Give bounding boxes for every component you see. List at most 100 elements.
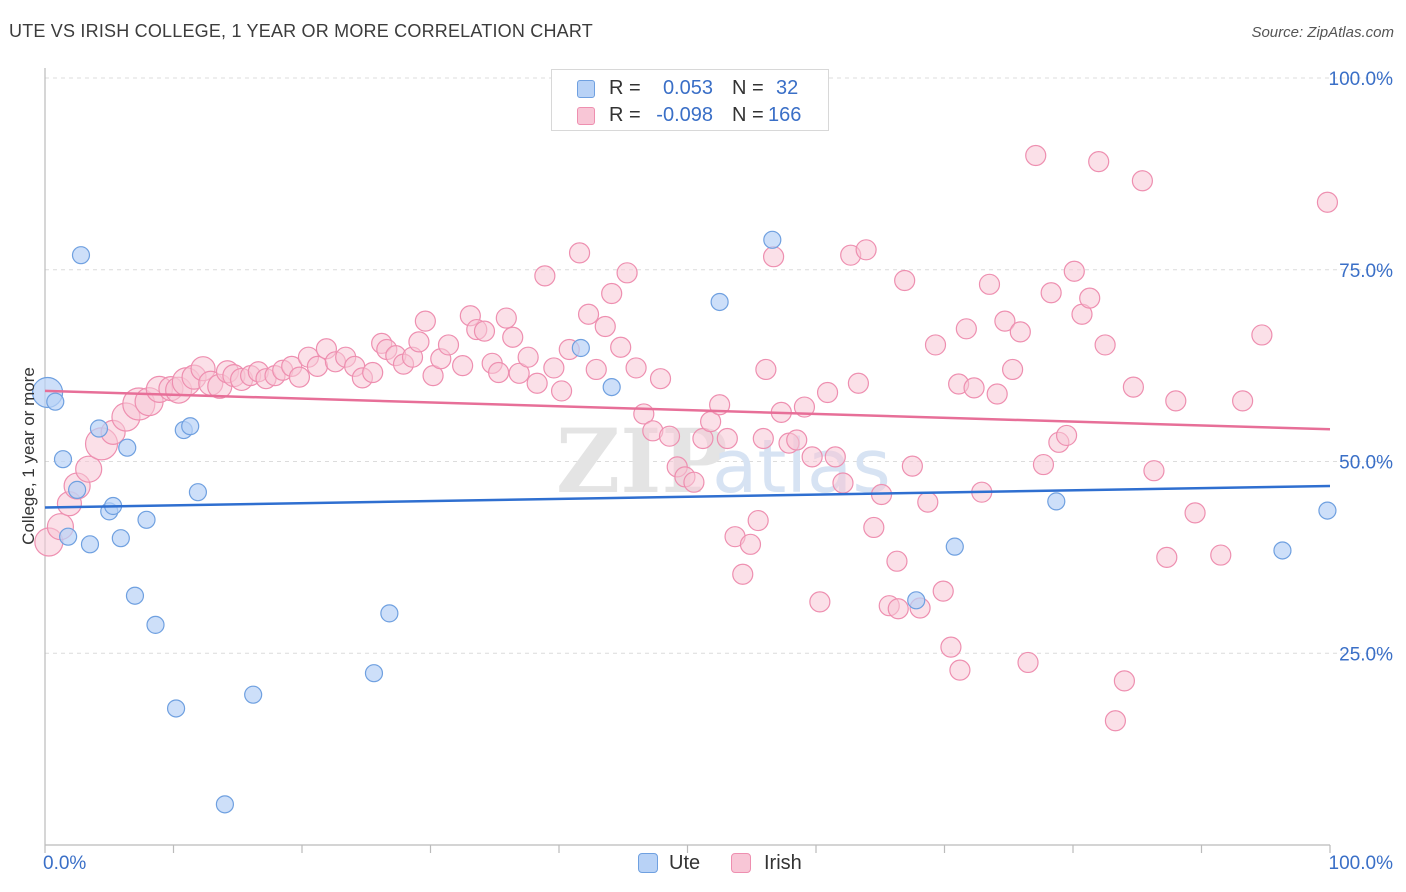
ute-point — [380, 604, 399, 623]
correlation-legend: R = 0.053 N = 32 R = -0.098 N = 166 — [551, 69, 829, 131]
irish-point — [1165, 390, 1187, 412]
irish-point — [488, 361, 510, 384]
ute-point — [46, 392, 65, 411]
irish-point — [732, 563, 754, 585]
irish-point — [1063, 260, 1085, 282]
irish-point — [949, 659, 971, 681]
irish-point — [847, 372, 870, 394]
legend-row-ute: R = 0.053 N = 32 — [552, 75, 828, 101]
irish-point — [1104, 710, 1127, 732]
irish-point — [1131, 170, 1153, 192]
chart-title: UTE VS IRISH COLLEGE, 1 YEAR OR MORE COR… — [9, 21, 593, 41]
irish-point — [1210, 544, 1232, 566]
ute-swatch — [577, 80, 595, 98]
irish-point — [963, 377, 985, 399]
ute-point — [71, 246, 91, 265]
irish-point — [408, 331, 430, 353]
irish-point — [824, 446, 846, 468]
irish-point — [1079, 287, 1101, 309]
ute-r-value: 0.053 — [662, 77, 713, 99]
irish-point — [1009, 321, 1031, 343]
irish-point — [755, 358, 777, 381]
axes — [44, 68, 1331, 853]
irish-point — [1040, 282, 1062, 304]
ute-legend-swatch — [638, 853, 658, 873]
ute-trend-line — [44, 484, 1331, 509]
irish-point — [601, 282, 623, 305]
irish-point — [1032, 453, 1055, 476]
irish-swatch — [577, 107, 595, 125]
irish-point — [1088, 151, 1110, 173]
ute-point — [571, 338, 590, 358]
legend-item-ute: Ute — [638, 851, 718, 877]
irish-point — [901, 455, 923, 477]
y-tick-label: 25.0% — [1339, 644, 1393, 665]
irish-point — [816, 381, 839, 404]
irish-n-label: N = — [732, 104, 764, 126]
y-axis-label: College, 1 year or more — [19, 367, 38, 545]
irish-point — [786, 429, 808, 451]
irish-point — [1025, 144, 1047, 167]
ute-point — [166, 699, 186, 718]
irish-point — [855, 239, 877, 261]
irish-point — [437, 334, 460, 356]
x-tick-label: 100.0% — [1329, 853, 1394, 874]
irish-point — [940, 636, 962, 658]
irish-point — [568, 242, 591, 264]
ute-n-value: 32 — [776, 77, 799, 99]
irish-point — [414, 310, 436, 332]
irish-point — [508, 362, 530, 384]
irish-point — [986, 383, 1008, 405]
irish-point — [616, 262, 638, 284]
irish-legend-swatch — [731, 853, 751, 873]
irish-point — [762, 246, 785, 268]
irish-point — [994, 310, 1016, 332]
irish-point — [917, 491, 939, 513]
irish-point — [863, 516, 885, 539]
ute-point — [907, 591, 926, 610]
irish-point — [716, 427, 738, 450]
irish-point — [550, 380, 573, 402]
irish-point — [526, 372, 548, 394]
irish-point — [1316, 191, 1339, 213]
irish-point — [1017, 651, 1039, 674]
ute-point — [146, 615, 165, 634]
irish-point — [752, 427, 774, 450]
irish-trend-line — [44, 389, 1331, 431]
irish-point — [288, 366, 311, 388]
legend-item-irish: Irish — [731, 851, 821, 877]
irish-point — [887, 598, 909, 620]
irish-point — [886, 550, 908, 572]
irish-point — [832, 472, 854, 494]
ute-point — [1318, 501, 1337, 520]
ute-point — [118, 438, 137, 457]
ute-point — [244, 685, 263, 704]
irish-point — [306, 355, 329, 377]
ute-point — [188, 483, 208, 502]
irish-point — [739, 533, 762, 555]
ute-point — [89, 419, 109, 438]
ute-point — [1047, 492, 1066, 511]
irish-points — [34, 144, 1339, 732]
irish-point — [932, 580, 954, 602]
irish-point — [978, 273, 1001, 295]
irish-point — [924, 334, 947, 356]
chart-source: Source: ZipAtlas.com — [1251, 24, 1394, 41]
irish-point — [894, 269, 916, 292]
irish-point — [543, 357, 565, 379]
irish-point — [683, 471, 705, 493]
y-tick-label: 75.0% — [1339, 261, 1393, 282]
tick-labels: 25.0% 50.0% 75.0% 100.0% 0.0% 100.0% — [43, 69, 1393, 874]
irish-point — [1113, 670, 1136, 692]
ute-point — [111, 529, 130, 548]
irish-legend-label: Irish — [764, 852, 802, 874]
ute-point — [945, 537, 964, 556]
irish-point — [1184, 502, 1206, 524]
irish-point — [1094, 334, 1116, 356]
irish-point — [801, 446, 823, 468]
irish-point — [1055, 424, 1078, 447]
irish-point — [809, 591, 831, 613]
irish-point — [747, 509, 769, 532]
irish-point — [517, 346, 539, 368]
